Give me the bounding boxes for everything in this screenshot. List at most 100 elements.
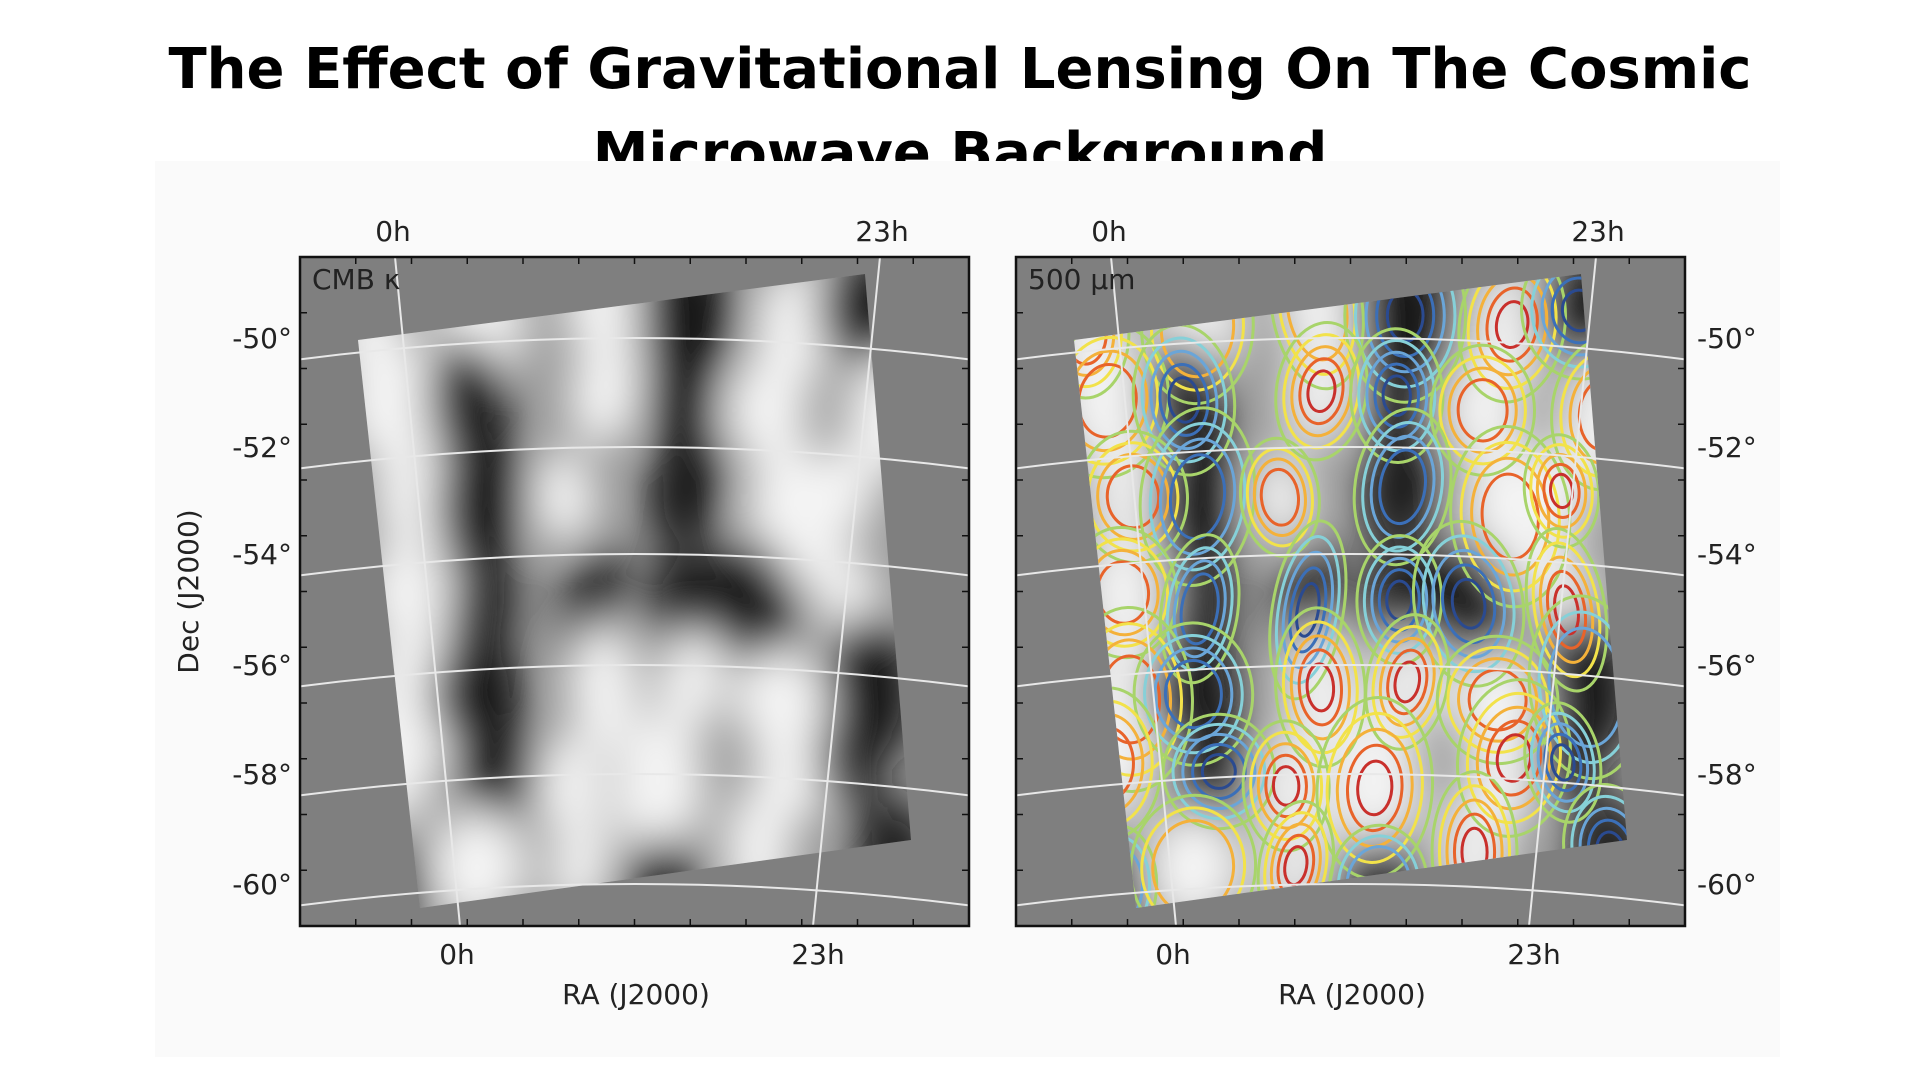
- contour: [1527, 594, 1627, 781]
- dec-tick-label: -52°: [1697, 431, 1757, 464]
- contour: [1171, 722, 1267, 821]
- contour: [1371, 624, 1443, 739]
- contour: [1305, 662, 1336, 713]
- contour: [1074, 349, 1149, 453]
- contour: [1264, 753, 1308, 819]
- dec-grid-line: [1016, 337, 1685, 361]
- contour: [1538, 555, 1595, 664]
- contour: [1179, 572, 1220, 646]
- contour: [1149, 349, 1219, 451]
- map-blob: [753, 274, 839, 387]
- contour: [1249, 730, 1324, 842]
- contour: [1143, 633, 1244, 755]
- dec-grid-line: [1016, 446, 1685, 470]
- dec-tick-label: -54°: [1697, 538, 1757, 571]
- contour: [1393, 660, 1422, 704]
- contour: [1542, 462, 1581, 519]
- contour: [1306, 369, 1337, 414]
- contour: [1523, 701, 1603, 824]
- contour: [1430, 770, 1519, 908]
- contour: [1456, 378, 1509, 443]
- dec-grid-line: [300, 446, 969, 470]
- contour: [1271, 765, 1301, 807]
- contour: [1386, 648, 1429, 716]
- contour: [1475, 705, 1553, 811]
- top-tick-label: 23h: [1571, 215, 1624, 248]
- map-blob: [1363, 424, 1442, 550]
- map-blob: [535, 733, 605, 838]
- dec-grid-line: [1016, 664, 1685, 688]
- map-blob: [647, 424, 726, 550]
- contour: [1356, 759, 1394, 817]
- contour: [1153, 646, 1234, 742]
- contour: [1353, 274, 1457, 389]
- dec-tick-label: -50°: [1697, 322, 1757, 355]
- contour: [1431, 548, 1506, 659]
- contour: [1450, 577, 1487, 630]
- panel-label: CMB κ: [312, 263, 400, 296]
- dec-tick-label: -50°: [232, 322, 292, 355]
- contour: [1295, 582, 1321, 638]
- contour: [1485, 286, 1539, 363]
- map-blob: [658, 628, 725, 736]
- contour: [1252, 457, 1307, 538]
- top-tick-label: 23h: [855, 215, 908, 248]
- contour: [1074, 335, 1160, 466]
- dec-grid-line: [300, 337, 969, 361]
- contour: [1281, 550, 1334, 670]
- contour: [1158, 362, 1210, 437]
- contour: [1529, 443, 1594, 539]
- contour: [1429, 343, 1537, 477]
- contour: [1421, 534, 1516, 674]
- map-blob: [1248, 450, 1312, 545]
- contour: [1467, 668, 1528, 732]
- dec-tick-label: -56°: [1697, 649, 1757, 682]
- contour: [1259, 467, 1301, 527]
- map-blob: [815, 445, 876, 536]
- map-blob: [1151, 425, 1244, 568]
- contour: [1536, 722, 1590, 803]
- contour: [1074, 274, 1131, 400]
- contour: [1200, 753, 1237, 790]
- contour: [1494, 300, 1530, 349]
- panel-label: 500 μm: [1028, 263, 1135, 296]
- map-blob: [612, 715, 706, 861]
- map-area: [1016, 257, 1685, 926]
- ra-grid-line: [1528, 257, 1597, 926]
- contour: [1361, 421, 1445, 553]
- contour: [1455, 678, 1572, 838]
- dec-grid-line: [300, 553, 969, 577]
- contour: [1343, 274, 1468, 404]
- contour: [1550, 743, 1576, 782]
- map-panel: 500 μm 0h 23h 0h 23h RA (J2000) -50° -52° -54° -5…: [1014, 215, 1757, 1011]
- map-blob: [752, 695, 844, 821]
- dec-grid-line: [300, 883, 969, 907]
- dec-tick-label: -56°: [232, 649, 292, 682]
- ra-grid-line: [394, 257, 461, 926]
- contour: [1470, 456, 1551, 577]
- dec-tick-label: -58°: [232, 758, 292, 791]
- dec-tick-label: -58°: [1697, 758, 1757, 791]
- dec-grid-line: [1016, 883, 1685, 907]
- contour: [1345, 743, 1404, 833]
- map-blob: [649, 548, 718, 652]
- dec-grid-line: [300, 773, 969, 797]
- contour: [1352, 407, 1453, 567]
- contour: [1457, 274, 1567, 404]
- contour: [1158, 533, 1241, 685]
- contour: [1441, 563, 1497, 645]
- contour: [1378, 636, 1436, 728]
- contour: [1466, 274, 1558, 390]
- bottom-tick-label: 23h: [791, 938, 844, 971]
- contour: [1298, 357, 1345, 426]
- contour: [1325, 711, 1424, 864]
- bottom-tick-label: 0h: [1155, 938, 1191, 971]
- contour: [1163, 659, 1223, 730]
- contour: [1435, 634, 1560, 766]
- map-blob: [1441, 358, 1525, 463]
- map-blob: [532, 450, 596, 545]
- contour: [1241, 719, 1331, 853]
- contour: [1289, 634, 1351, 741]
